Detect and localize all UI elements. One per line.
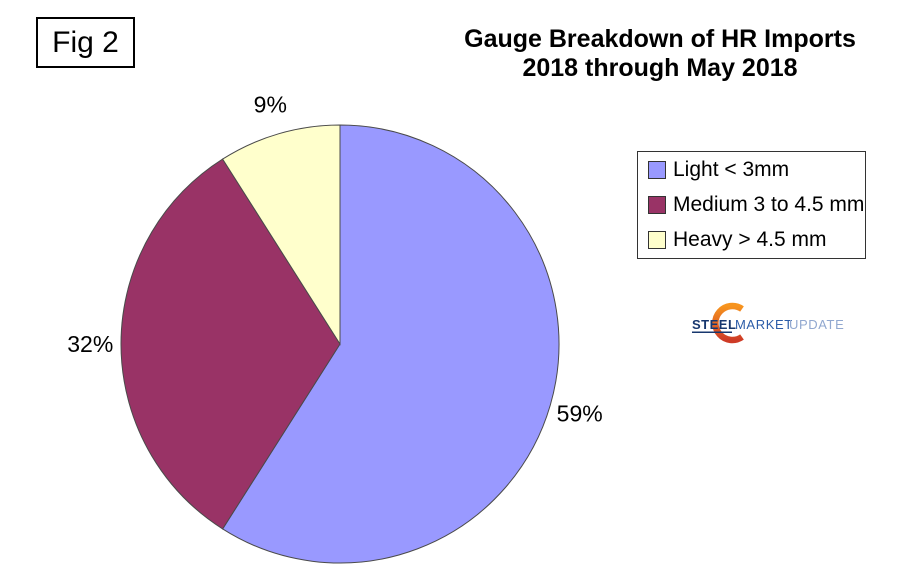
logo-word-steel: STEEL — [692, 317, 736, 332]
legend-item-light-3mm: Light < 3mm — [648, 158, 865, 182]
legend-label: Light < 3mm — [673, 158, 790, 181]
legend-label: Heavy > 4.5 mm — [673, 228, 827, 251]
steel-market-update-logo: STEEL MARKET UPDATE — [692, 302, 844, 344]
legend-swatch-heavy-4-5-mm — [648, 231, 666, 249]
legend: Light < 3mm Medium 3 to 4.5 mm Heavy > 4.5… — [637, 151, 866, 259]
legend-swatch-medium-3-to-4-5-mm — [648, 196, 666, 214]
legend-label: Medium 3 to 4.5 mm — [673, 193, 865, 216]
pie-percentage-labels: 59% 32% 9% — [67, 91, 602, 426]
legend-swatch-light-3mm — [648, 161, 666, 179]
figure-label: Fig 2 — [52, 25, 119, 59]
pie-slice-medium-3-to-4-5-mm — [120, 158, 341, 530]
chart-title-line1: Gauge Breakdown of HR Imports — [464, 25, 856, 53]
chart-title: Gauge Breakdown of HR Imports 2018 throu… — [410, 25, 910, 83]
figure-label-box: Fig 2 — [36, 17, 135, 68]
logo-word-update: UPDATE — [789, 317, 844, 332]
pie-percent-label-heavy-4-5-mm: 9% — [254, 91, 287, 117]
legend-item-medium-3-to-4-5-mm: Medium 3 to 4.5 mm — [648, 193, 865, 217]
pie-slices — [120, 124, 560, 564]
crescent-icon — [712, 302, 744, 344]
chart-title-line2: 2018 through May 2018 — [522, 54, 798, 82]
legend-item-heavy-4-5-mm: Heavy > 4.5 mm — [648, 228, 865, 252]
logo-steel-underline — [692, 331, 732, 333]
pie-slice-heavy-4-5-mm — [221, 124, 341, 346]
pie-slice-light-3mm — [221, 124, 560, 564]
pie-percent-label-light-3mm: 59% — [557, 401, 603, 427]
pie-percent-label-medium-3-to-4-5-mm: 32% — [67, 331, 113, 357]
logo-word-market: MARKET — [735, 317, 793, 332]
